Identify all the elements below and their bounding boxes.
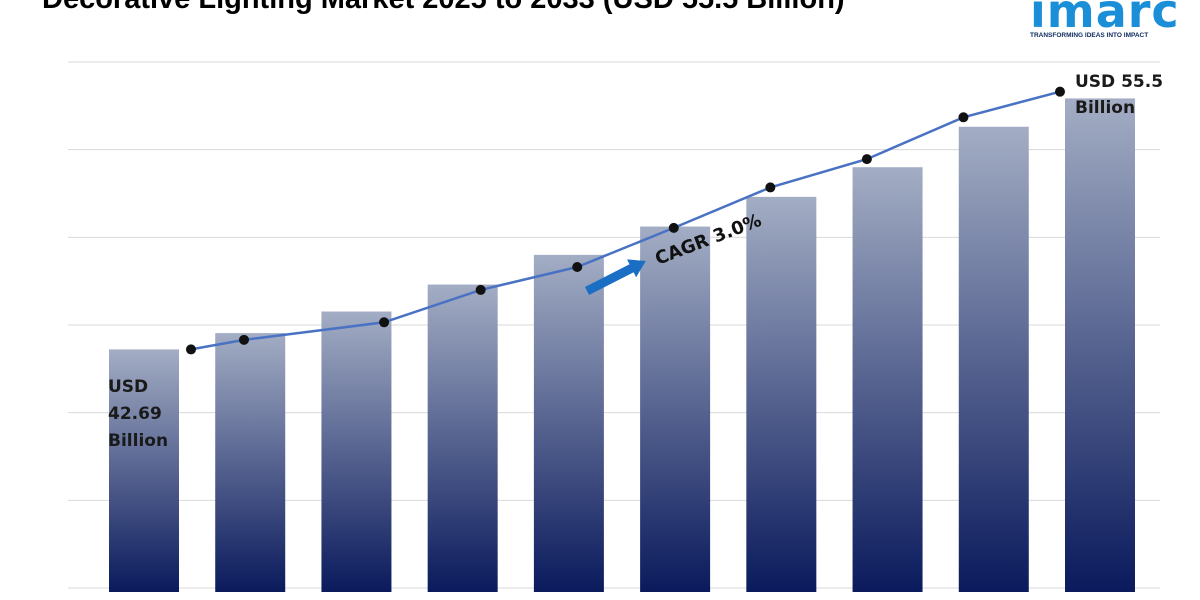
bar	[1065, 98, 1135, 593]
bar	[640, 226, 711, 593]
bar	[746, 196, 817, 592]
bar	[533, 254, 604, 592]
trend-marker	[668, 222, 679, 233]
bar	[215, 333, 286, 592]
trend-marker	[765, 182, 776, 193]
end-label-line: USD 55.5	[1075, 72, 1163, 92]
bar	[321, 311, 392, 592]
logo-wordmark: imarc	[1030, 0, 1180, 38]
bar	[958, 126, 1029, 592]
cagr-arrow	[584, 259, 646, 296]
start-label-line: USD	[108, 377, 148, 397]
start-label-line: 42.69	[108, 404, 162, 424]
trend-line-path	[190, 90, 1061, 351]
start-value-label: USD 42.69 Billion	[108, 377, 168, 451]
start-label-line: Billion	[108, 431, 168, 451]
chart-title: Decorative Lighting Market 2025 to 2033 …	[42, 0, 845, 16]
bars	[109, 98, 1135, 593]
imarc-logo: imarc TRANSFORMING IDEAS INTO IMPACT	[1030, 0, 1180, 39]
end-label-line: Billion	[1075, 98, 1135, 118]
trend-marker	[239, 334, 249, 345]
trend-marker	[379, 317, 390, 328]
bar	[427, 284, 498, 592]
trend-marker	[186, 344, 196, 355]
trend-marker	[475, 284, 486, 295]
trend-marker	[958, 112, 969, 123]
trend-markers	[186, 86, 1065, 355]
trend-marker	[1055, 86, 1065, 97]
end-value-label: USD 55.5 Billion	[1075, 72, 1169, 118]
trend-marker	[861, 154, 872, 165]
trend-line	[190, 90, 1061, 351]
logo-tagline: TRANSFORMING IDEAS INTO IMPACT	[1030, 32, 1149, 39]
trend-marker	[572, 262, 583, 273]
bar	[109, 349, 179, 592]
bar	[852, 167, 923, 592]
